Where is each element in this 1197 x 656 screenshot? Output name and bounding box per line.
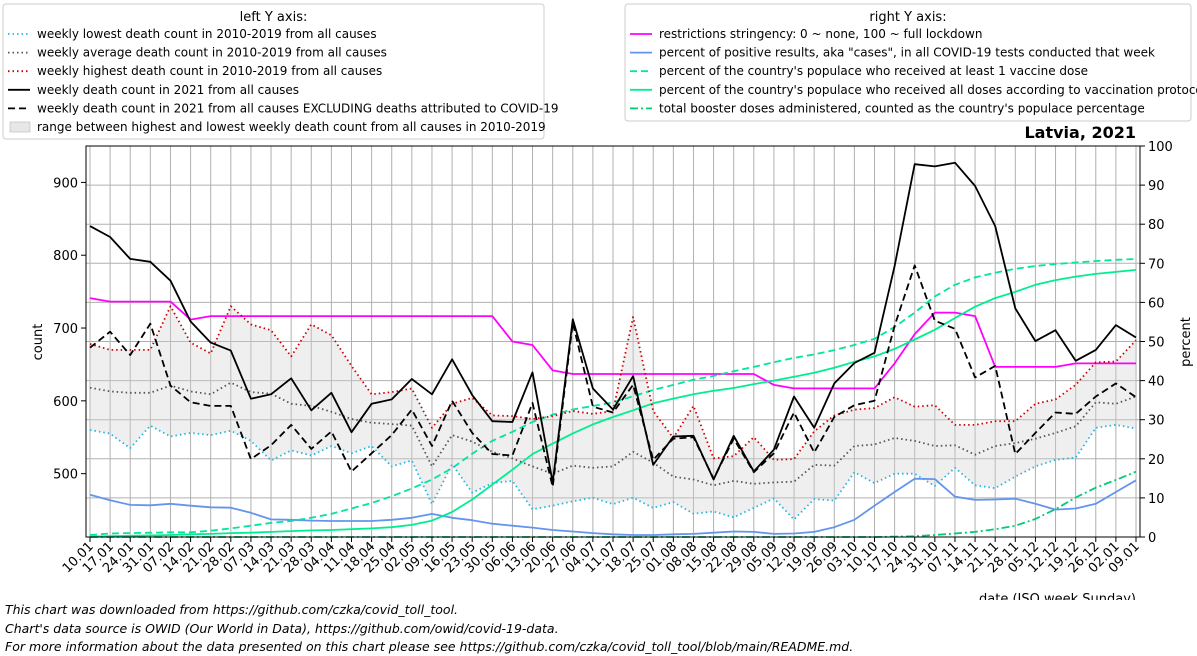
right-legend-title: right Y axis:	[869, 10, 946, 25]
right-legend-label-3: percent of the country's populace who re…	[659, 83, 1197, 97]
y-tick-label-right: 50	[1148, 336, 1165, 351]
y-tick-label-right: 10	[1148, 492, 1165, 507]
y-tick-label-right: 90	[1148, 179, 1165, 194]
y-tick-label-right: 30	[1148, 414, 1165, 429]
right-series-line-1	[89, 477, 1137, 536]
left-series-line-3	[89, 161, 1137, 484]
y-axis-label-left: count	[31, 324, 46, 361]
left-series-line-4	[89, 264, 1137, 488]
footer-line-3: For more information about the data pres…	[5, 639, 854, 654]
chart: 500600700800900010203040506070809010010.…	[2, 3, 1197, 600]
legend-left: left Y axis: weekly lowest death count in…	[2, 3, 558, 140]
left-legend-title: left Y axis:	[240, 10, 308, 25]
y-tick-label-right: 70	[1148, 257, 1165, 272]
left-legend-label-3: weekly death count in 2021 from all caus…	[37, 83, 299, 97]
y-tick-label-left: 600	[53, 395, 78, 410]
right-legend-frame	[624, 3, 1192, 122]
y-tick-label-right: 40	[1148, 375, 1165, 390]
left-legend-label-2: weekly highest death count in 2010-2019 …	[37, 64, 382, 78]
y-tick-label-left: 500	[53, 468, 78, 483]
y-tick-label-left: 900	[53, 176, 78, 191]
left-legend-label-0: weekly lowest death count in 2010-2019 f…	[37, 27, 377, 41]
left-legend-frame	[2, 3, 545, 140]
left-legend-swatch-5	[9, 121, 31, 133]
y-tick-label-right: 60	[1148, 296, 1165, 311]
footer-line-1: This chart was downloaded from https://g…	[5, 602, 459, 617]
y-tick-label-right: 0	[1148, 531, 1156, 546]
y-axis-label-right: percent	[1179, 317, 1194, 367]
right-legend-label-0: restrictions stringency: 0 ~ none, 100 ~…	[659, 27, 982, 41]
y-tick-label-right: 80	[1148, 218, 1165, 233]
right-legend-label-1: percent of positive results, aka "cases"…	[659, 46, 1155, 60]
right-legend-label-4: total booster doses administered, counte…	[659, 101, 1145, 115]
left-legend-label-5: range between highest and lowest weekly …	[37, 120, 546, 134]
chart-title: Latvia, 2021	[1024, 123, 1136, 142]
y-tick-label-right: 20	[1148, 453, 1165, 468]
left-series-line-2	[89, 305, 1137, 461]
left-series-line-0	[89, 424, 1137, 521]
x-axis-label: date (ISO week Sunday)	[979, 592, 1136, 600]
left-legend-label-4: weekly death count in 2021 from all caus…	[37, 101, 558, 115]
y-tick-label-left: 700	[53, 322, 78, 337]
left-legend-label-1: weekly average death count in 2010-2019 …	[37, 46, 387, 60]
y-tick-label-right: 100	[1148, 140, 1173, 155]
grid	[86, 145, 1140, 538]
right-series-line-3	[89, 269, 1137, 538]
left-axis-series	[89, 161, 1137, 521]
right-legend-label-2: percent of the country's populace who re…	[659, 64, 1088, 78]
y-tick-label-left: 800	[53, 249, 78, 264]
legend-right: right Y axis: restrictions stringency: 0 …	[624, 3, 1197, 122]
footer-line-2: Chart's data source is OWID (Our World i…	[5, 621, 559, 636]
